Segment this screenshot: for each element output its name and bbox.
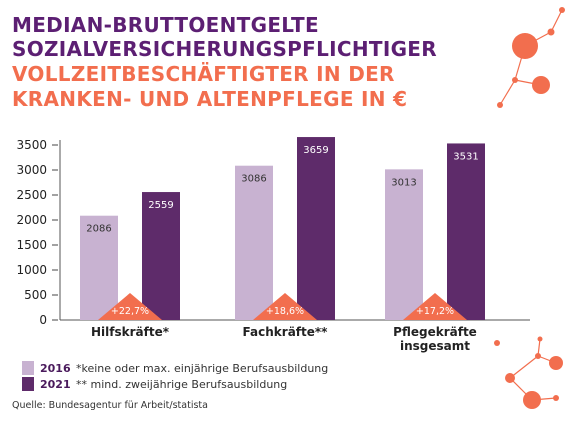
y-tick-label: 0 (39, 313, 47, 327)
legend-swatch-2016 (22, 361, 34, 375)
bar-value-label: 3659 (303, 145, 328, 156)
legend-row-2016: 2016 *keine oder max. einjährige Berufsa… (22, 360, 328, 376)
change-triangle (253, 293, 317, 320)
bar-value-label: 3086 (241, 174, 266, 185)
bar-value-label: 2086 (86, 224, 111, 235)
change-label: +18,6% (266, 306, 304, 317)
source-note: Quelle: Bundesagentur für Arbeit/statist… (12, 400, 208, 411)
y-tick-label: 2500 (16, 188, 47, 202)
y-tick-label: 3000 (16, 163, 47, 177)
legend-label-2021: 2021 (40, 377, 71, 391)
y-tick-label: 500 (24, 288, 47, 302)
legend-note-1: *keine oder max. einjährige Berufsausbil… (76, 361, 329, 375)
category-label: Fachkräfte** (243, 325, 329, 339)
change-triangle (403, 293, 467, 320)
change-label: +22,7% (111, 306, 149, 317)
bar-value-label: 2559 (148, 200, 173, 211)
change-label: +17,2% (416, 306, 454, 317)
category-label: Hilfskräfte* (91, 325, 170, 339)
legend-label-2016: 2016 (40, 361, 71, 375)
title-line-1: MEDIAN-BRUTTOENTGELTE (12, 13, 319, 37)
bar-2021 (297, 137, 335, 320)
bar-value-label: 3531 (453, 151, 478, 162)
legend-row-2021: 2021 ** mind. zweijährige Berufsausbildu… (22, 376, 287, 392)
change-triangle (98, 293, 162, 320)
category-label: insgesamt (400, 339, 470, 353)
y-tick-label: 1000 (16, 263, 47, 277)
title-line-4: KRANKEN- UND ALTENPFLEGE IN € (12, 87, 408, 111)
bar-2021 (447, 143, 485, 320)
bar-2021 (142, 192, 180, 320)
bar-value-label: 3013 (391, 177, 416, 188)
legend-swatch-2021 (22, 377, 34, 391)
bar-2016 (235, 165, 273, 320)
legend-note-2: ** mind. zweijährige Berufsausbildung (76, 377, 288, 391)
y-tick-label: 1500 (16, 238, 47, 252)
bar-2016 (80, 215, 118, 320)
bar-2016 (385, 169, 423, 320)
y-tick-label: 2000 (16, 213, 47, 227)
category-label: Pflegekräfte (393, 325, 477, 339)
title-line-2: SOZIALVERSICHERUNGSPFLICHTIGER (12, 37, 437, 61)
title-line-3: VOLLZEITBESCHÄFTIGTER IN DER (12, 62, 395, 86)
y-tick-label: 3500 (16, 138, 47, 152)
